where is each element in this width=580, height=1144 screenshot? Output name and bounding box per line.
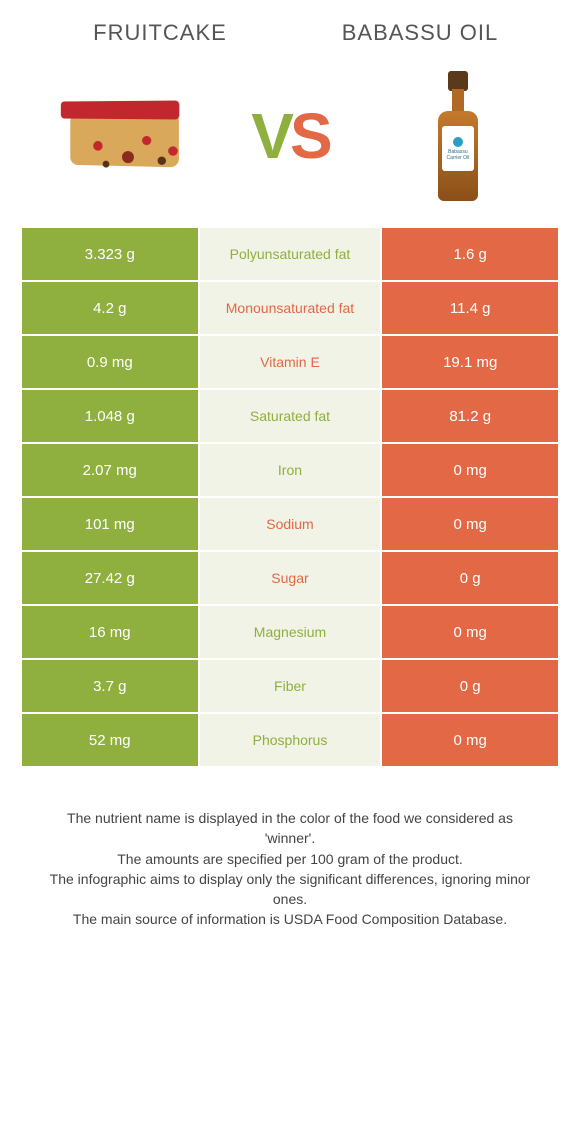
left-value-cell: 0.9 mg [21, 335, 199, 389]
nutrient-label-cell: Phosphorus [199, 713, 382, 767]
header: Fruitcake Babassu oil [0, 0, 580, 56]
footnote-line: The main source of information is USDA F… [40, 909, 540, 929]
footnote-line: The nutrient name is displayed in the co… [40, 808, 540, 849]
table-row: 27.42 gSugar0 g [21, 551, 559, 605]
left-value-cell: 16 mg [21, 605, 199, 659]
babassu-bottle-icon: BabassuCarrier Oil [428, 71, 488, 201]
footnote: The nutrient name is displayed in the co… [0, 768, 580, 930]
table-row: 1.048 gSaturated fat81.2 g [21, 389, 559, 443]
right-value-cell: 19.1 mg [381, 335, 559, 389]
right-value-cell: 0 mg [381, 443, 559, 497]
right-value-cell: 0 g [381, 551, 559, 605]
left-product-header: Fruitcake [30, 20, 290, 46]
right-value-cell: 1.6 g [381, 227, 559, 281]
footnote-line: The amounts are specified per 100 gram o… [40, 849, 540, 869]
nutrient-label-cell: Monounsaturated fat [199, 281, 382, 335]
table-row: 3.323 gPolyunsaturated fat1.6 g [21, 227, 559, 281]
table-row: 4.2 gMonounsaturated fat11.4 g [21, 281, 559, 335]
left-value-cell: 4.2 g [21, 281, 199, 335]
right-value-cell: 0 g [381, 659, 559, 713]
nutrient-label-cell: Vitamin E [199, 335, 382, 389]
nutrient-label-cell: Polyunsaturated fat [199, 227, 382, 281]
left-value-cell: 52 mg [21, 713, 199, 767]
table-row: 16 mgMagnesium0 mg [21, 605, 559, 659]
right-product-name: Babassu oil [290, 20, 550, 46]
left-product-image [47, 86, 197, 186]
table-row: 52 mgPhosphorus0 mg [21, 713, 559, 767]
nutrient-label-cell: Saturated fat [199, 389, 382, 443]
nutrient-label-cell: Fiber [199, 659, 382, 713]
table-row: 101 mgSodium0 mg [21, 497, 559, 551]
nutrient-label-cell: Sodium [199, 497, 382, 551]
left-product-name: Fruitcake [30, 20, 290, 46]
right-product-image: BabassuCarrier Oil [383, 86, 533, 186]
left-value-cell: 2.07 mg [21, 443, 199, 497]
table-row: 0.9 mgVitamin E19.1 mg [21, 335, 559, 389]
left-value-cell: 3.7 g [21, 659, 199, 713]
hero: VS BabassuCarrier Oil [0, 56, 580, 226]
table-row: 3.7 gFiber0 g [21, 659, 559, 713]
comparison-table: 3.323 gPolyunsaturated fat1.6 g4.2 gMono… [20, 226, 560, 768]
left-value-cell: 3.323 g [21, 227, 199, 281]
fruitcake-icon [57, 99, 187, 174]
nutrient-label-cell: Magnesium [199, 605, 382, 659]
right-value-cell: 0 mg [381, 497, 559, 551]
vs-left-letter: V [251, 100, 290, 172]
right-value-cell: 0 mg [381, 713, 559, 767]
vs-label: VS [251, 99, 328, 173]
right-product-header: Babassu oil [290, 20, 550, 46]
table-row: 2.07 mgIron0 mg [21, 443, 559, 497]
vs-right-letter: S [290, 100, 329, 172]
footnote-line: The infographic aims to display only the… [40, 869, 540, 910]
nutrient-label-cell: Iron [199, 443, 382, 497]
left-value-cell: 101 mg [21, 497, 199, 551]
right-value-cell: 0 mg [381, 605, 559, 659]
right-value-cell: 11.4 g [381, 281, 559, 335]
nutrient-label-cell: Sugar [199, 551, 382, 605]
left-value-cell: 1.048 g [21, 389, 199, 443]
right-value-cell: 81.2 g [381, 389, 559, 443]
left-value-cell: 27.42 g [21, 551, 199, 605]
